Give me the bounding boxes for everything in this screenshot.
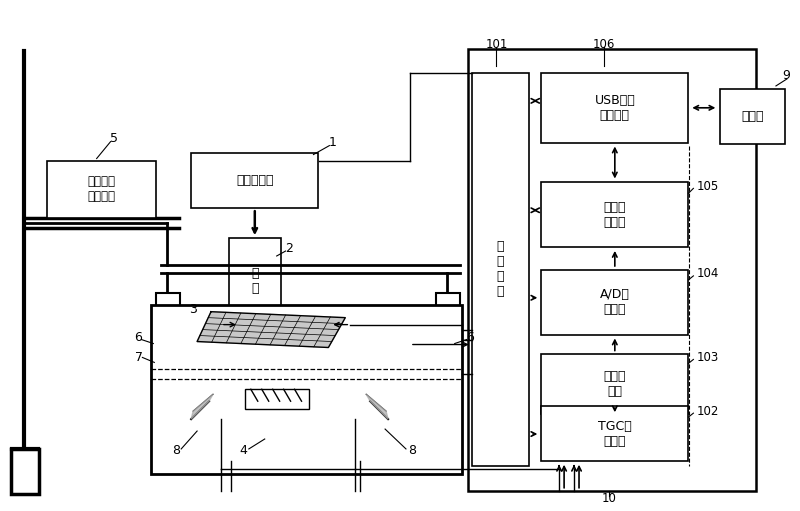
Text: 106: 106 <box>593 38 615 51</box>
Text: 9: 9 <box>782 69 790 82</box>
Text: TGC放
大电路: TGC放 大电路 <box>598 420 632 448</box>
Text: 4: 4 <box>239 445 246 457</box>
Text: 105: 105 <box>696 180 718 193</box>
Bar <box>472 73 530 466</box>
Text: 102: 102 <box>696 405 718 417</box>
Bar <box>47 160 156 218</box>
Text: 6: 6 <box>466 331 474 344</box>
Bar <box>436 293 460 307</box>
Polygon shape <box>197 312 346 347</box>
Text: 7: 7 <box>135 351 143 364</box>
Bar <box>720 89 785 144</box>
Text: 101: 101 <box>486 38 508 51</box>
Polygon shape <box>191 394 213 419</box>
Bar <box>229 238 281 323</box>
Text: 5: 5 <box>110 132 118 145</box>
Bar <box>156 293 180 307</box>
Text: A/D采
样电路: A/D采 样电路 <box>600 288 630 316</box>
Text: 8: 8 <box>408 445 416 457</box>
Text: 伺服电机
及驱动器: 伺服电机 及驱动器 <box>88 175 116 203</box>
Bar <box>542 182 689 247</box>
Bar <box>245 389 309 409</box>
Polygon shape <box>366 394 388 419</box>
Bar <box>11 449 39 494</box>
Bar <box>542 270 689 335</box>
Text: 103: 103 <box>696 351 718 364</box>
Text: 计算机: 计算机 <box>742 110 764 123</box>
Text: USB数据
传输电路: USB数据 传输电路 <box>594 94 635 122</box>
Bar <box>542 73 689 143</box>
Bar <box>542 406 689 461</box>
Text: 主
控
电
路: 主 控 电 路 <box>497 240 504 298</box>
Text: 8: 8 <box>172 445 180 457</box>
Text: 3: 3 <box>190 303 197 316</box>
Text: 数据采
集电路: 数据采 集电路 <box>603 201 626 229</box>
Text: 1: 1 <box>329 136 336 149</box>
Bar <box>542 355 689 414</box>
Text: 10: 10 <box>602 492 616 505</box>
Text: 预滤波
电路: 预滤波 电路 <box>603 370 626 398</box>
Text: 2: 2 <box>285 242 293 254</box>
Text: 6: 6 <box>134 331 142 344</box>
Text: 104: 104 <box>696 267 718 281</box>
Bar <box>191 153 318 208</box>
Text: 波
导: 波 导 <box>251 267 258 295</box>
Text: 微波发生器: 微波发生器 <box>236 174 274 187</box>
Bar <box>151 305 462 474</box>
Bar <box>468 49 756 491</box>
